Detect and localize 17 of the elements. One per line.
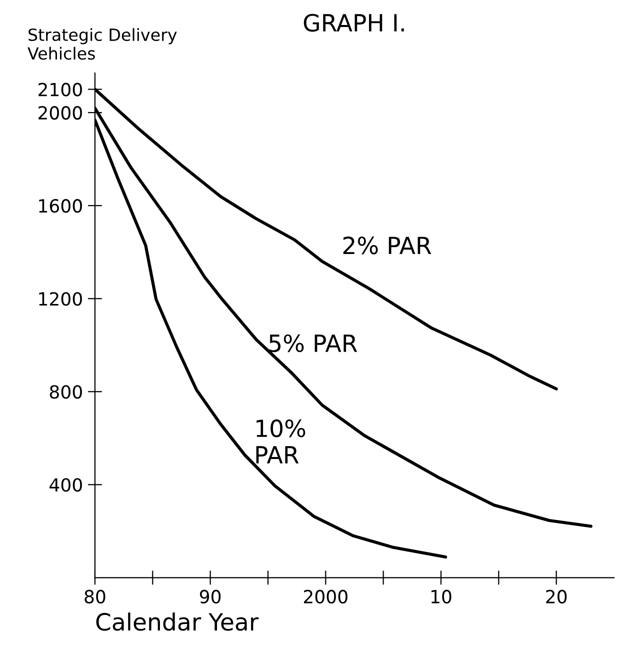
x-tick-label: 20 (546, 590, 567, 604)
y-axis-title: Strategic Delivery Vehicles (28, 28, 177, 60)
series-label: 10% PAR (256, 419, 306, 464)
y-tick-label: 800 (50, 385, 82, 399)
series-label: 2% PAR (343, 236, 432, 254)
series-label: 5% PAR (269, 334, 358, 352)
x-tick-label: 10 (431, 590, 452, 604)
x-tick-label: 2000 (304, 590, 348, 604)
x-tick-label: 90 (200, 590, 221, 604)
x-axis-title: Calendar Year (96, 612, 259, 631)
y-tick-label: 1200 (39, 292, 82, 306)
y-tick-label: 1600 (39, 199, 82, 213)
y-tick-label: 2100 (38, 82, 82, 96)
y-tick-label: 400 (50, 478, 82, 492)
x-tick-label: 80 (84, 590, 106, 604)
y-tick-label: 2000 (38, 106, 82, 120)
chart-title: GRAPH I. (304, 14, 404, 32)
